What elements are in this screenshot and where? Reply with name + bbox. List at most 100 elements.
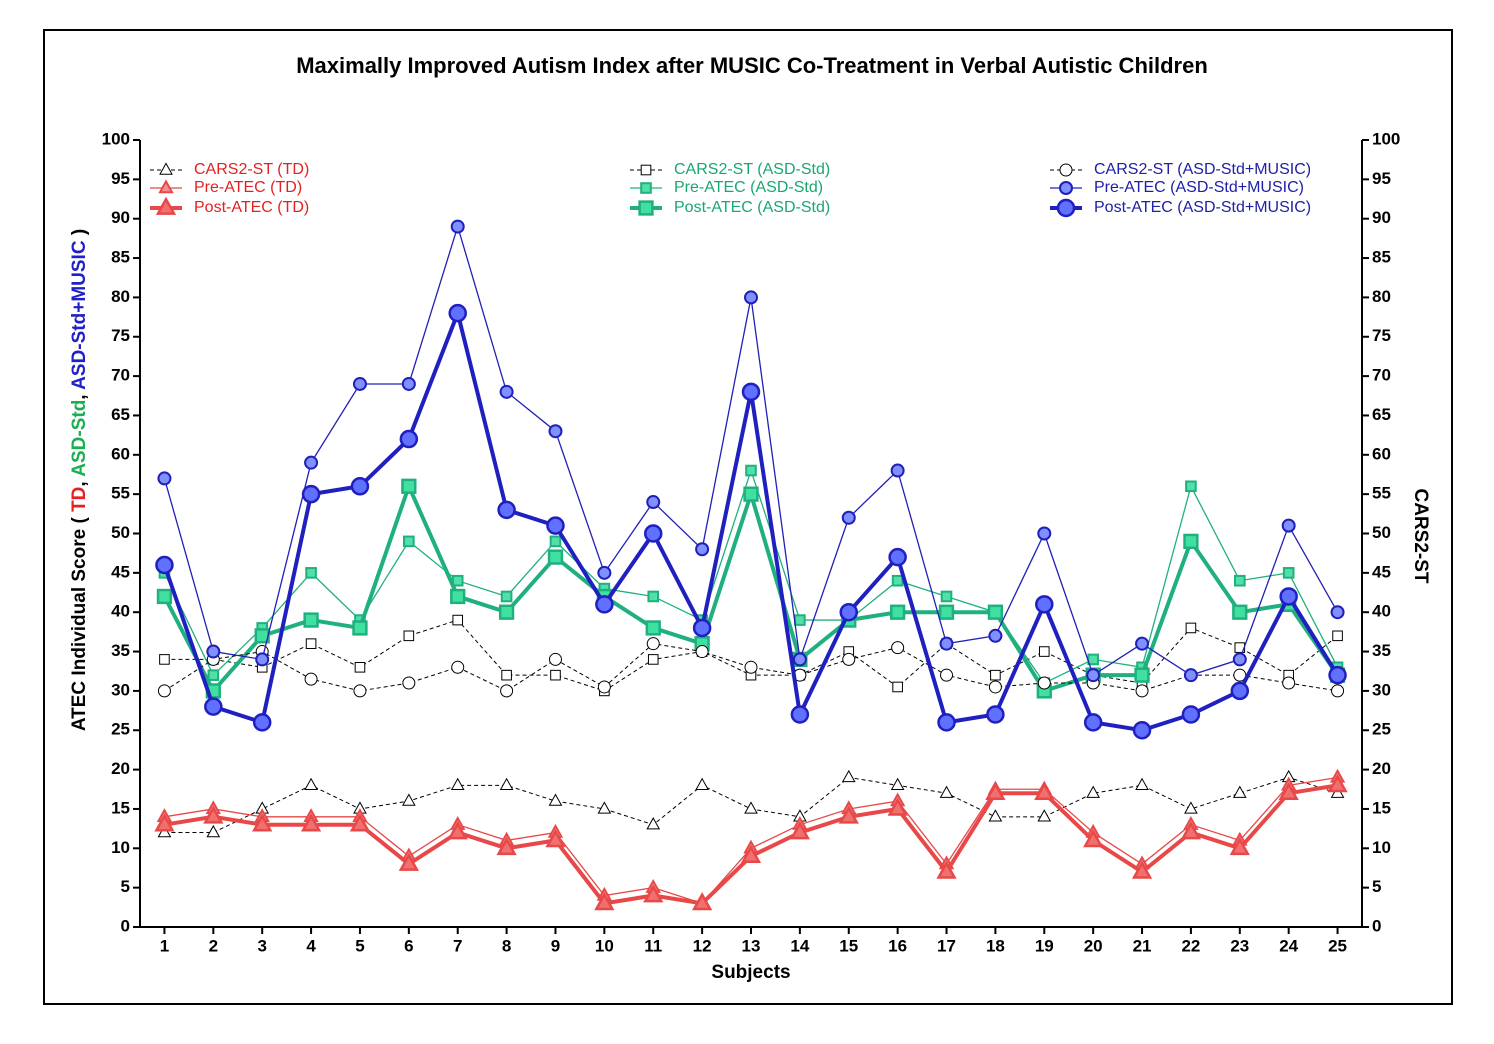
legend-marker: [1059, 163, 1073, 177]
y-tick-label: 15: [111, 798, 130, 817]
legend-marker: [640, 164, 652, 176]
y-tick-label: 50: [111, 523, 130, 542]
marker: [790, 705, 810, 724]
marker: [550, 669, 561, 681]
marker: [496, 836, 517, 856]
y-tick-label: 0: [121, 916, 130, 935]
marker: [353, 684, 367, 698]
legend-marker: [1059, 181, 1073, 195]
marker: [1035, 595, 1054, 614]
marker: [204, 697, 223, 716]
marker: [1131, 860, 1153, 879]
marker: [1180, 821, 1202, 840]
legend-label: Post-ATEC (ASD-Std+MUSIC): [1094, 199, 1311, 216]
marker: [352, 620, 368, 636]
marker: [304, 777, 318, 791]
marker: [597, 565, 612, 580]
marker: [1330, 605, 1345, 620]
marker: [1037, 526, 1052, 541]
y2-tick-label: 45: [1372, 562, 1391, 581]
x-axis-label: Subjects: [711, 962, 790, 983]
marker: [401, 376, 416, 391]
marker: [447, 821, 468, 840]
marker: [1183, 533, 1199, 550]
x-tick-label: 2: [209, 936, 218, 955]
marker: [304, 672, 318, 686]
x-tick-label: 10: [595, 936, 614, 955]
marker: [1083, 713, 1103, 732]
y2-tick-label: 40: [1372, 602, 1391, 621]
marker: [448, 303, 467, 323]
chart-title: Maximally Improved Autism Index after MU…: [296, 53, 1208, 78]
marker: [990, 669, 1001, 681]
marker: [203, 805, 224, 824]
y-tick-label: 5: [121, 877, 130, 896]
y-axis-label-part: ATEC Individual Score (: [69, 512, 90, 731]
marker: [1278, 781, 1299, 801]
marker: [692, 618, 712, 638]
marker: [1282, 676, 1296, 690]
y2-tick-label: 90: [1372, 208, 1391, 227]
x-tick-label: 4: [306, 936, 316, 955]
marker: [252, 713, 272, 732]
legend-marker: [155, 196, 177, 215]
marker: [1087, 653, 1099, 666]
y-axis-label-part: ,: [69, 390, 90, 400]
legend-label: CARS2-ST (TD): [194, 161, 309, 178]
marker: [842, 652, 856, 666]
marker: [1034, 781, 1055, 801]
y2-tick-label: 65: [1372, 405, 1391, 424]
legend-label: Pre-ATEC (ASD-Std+MUSIC): [1094, 179, 1304, 196]
marker: [744, 801, 758, 814]
y-tick-label: 20: [111, 759, 130, 778]
y2-tick-label: 75: [1372, 326, 1391, 345]
legend-marker: [158, 179, 174, 194]
marker: [1135, 777, 1149, 791]
marker: [398, 852, 419, 871]
x-tick-label: 20: [1084, 936, 1103, 955]
y-tick-label: 30: [111, 680, 130, 699]
marker: [1232, 652, 1247, 667]
marker: [1086, 785, 1101, 798]
legend-label: Pre-ATEC (TD): [194, 179, 302, 196]
marker: [594, 892, 615, 911]
marker: [597, 801, 612, 814]
marker: [838, 805, 859, 824]
marker: [1083, 829, 1104, 848]
marker: [350, 477, 370, 496]
marker: [647, 590, 660, 603]
marker: [890, 463, 905, 478]
marker: [402, 676, 416, 690]
marker: [940, 590, 953, 603]
y-axis-label-part: ,: [69, 477, 90, 487]
marker: [549, 535, 562, 548]
marker: [595, 595, 614, 614]
marker: [1086, 668, 1101, 683]
marker: [646, 817, 661, 830]
marker: [1234, 574, 1246, 587]
y-tick-label: 55: [111, 484, 130, 503]
x-tick-label: 11: [644, 936, 662, 955]
legend-label: Post-ATEC (TD): [194, 199, 309, 216]
x-tick-label: 6: [404, 936, 413, 955]
marker: [501, 669, 512, 681]
marker: [352, 376, 367, 391]
marker: [939, 785, 954, 798]
marker: [155, 555, 174, 575]
marker: [157, 471, 172, 486]
marker: [646, 495, 661, 510]
marker: [890, 777, 905, 791]
marker: [745, 464, 757, 477]
marker: [303, 612, 319, 628]
x-tick-label: 9: [551, 936, 560, 955]
legend-marker: [640, 182, 652, 194]
y2-tick-label: 5: [1372, 877, 1381, 896]
marker: [691, 892, 713, 911]
marker: [305, 567, 317, 579]
marker: [154, 813, 175, 832]
marker: [206, 824, 221, 838]
marker: [498, 604, 515, 620]
y2-tick-label: 30: [1372, 680, 1391, 699]
legend-marker: [159, 162, 173, 175]
